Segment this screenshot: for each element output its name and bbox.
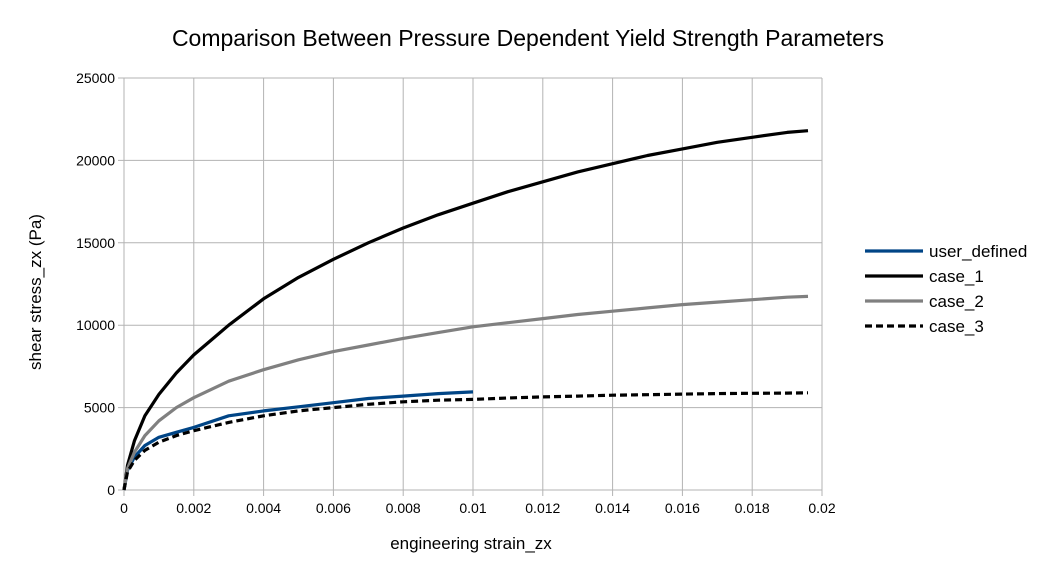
y-axis-label: shear stress_zx (Pa) [26,214,45,370]
series-lines [122,129,809,491]
legend-label-case_3: case_3 [929,317,984,336]
x-tick-label: 0.02 [808,500,835,516]
x-tick-label: 0.014 [595,500,630,516]
x-tick-label: 0.012 [525,500,560,516]
legend-label-user_defined: user_defined [929,242,1027,261]
y-tick-label: 15000 [76,235,115,251]
y-tick-label: 5000 [84,400,115,416]
chart-title: Comparison Between Pressure Dependent Yi… [172,25,884,51]
legend: user_defined case_1 case_2 case_3 [865,242,1027,336]
y-tick-label: 10000 [76,317,115,333]
axes: 0 5000 10000 15000 20000 25000 0 0.002 0.004 0.00… [76,70,836,516]
y-tick-label: 25000 [76,70,115,86]
series-line-case_2 [122,294,809,491]
x-tick-label: 0 [120,500,128,516]
x-tick-label: 0.002 [176,500,211,516]
grid [118,77,823,496]
x-axis-label: engineering strain_zx [390,534,552,553]
legend-label-case_1: case_1 [929,267,984,286]
series-line-user_defined [122,390,474,491]
legend-label-case_2: case_2 [929,292,984,311]
x-tick-label: 0.018 [735,500,770,516]
x-tick-label: 0.006 [316,500,351,516]
x-tick-label: 0.008 [386,500,421,516]
y-tick-label: 20000 [76,152,115,168]
x-tick-label: 0.016 [665,500,700,516]
series-line-case_1 [122,129,809,491]
series-line-case_3 [122,391,809,491]
x-tick-label: 0.004 [246,500,281,516]
y-tick-label: 0 [107,482,115,498]
x-tick-label: 0.01 [459,500,486,516]
